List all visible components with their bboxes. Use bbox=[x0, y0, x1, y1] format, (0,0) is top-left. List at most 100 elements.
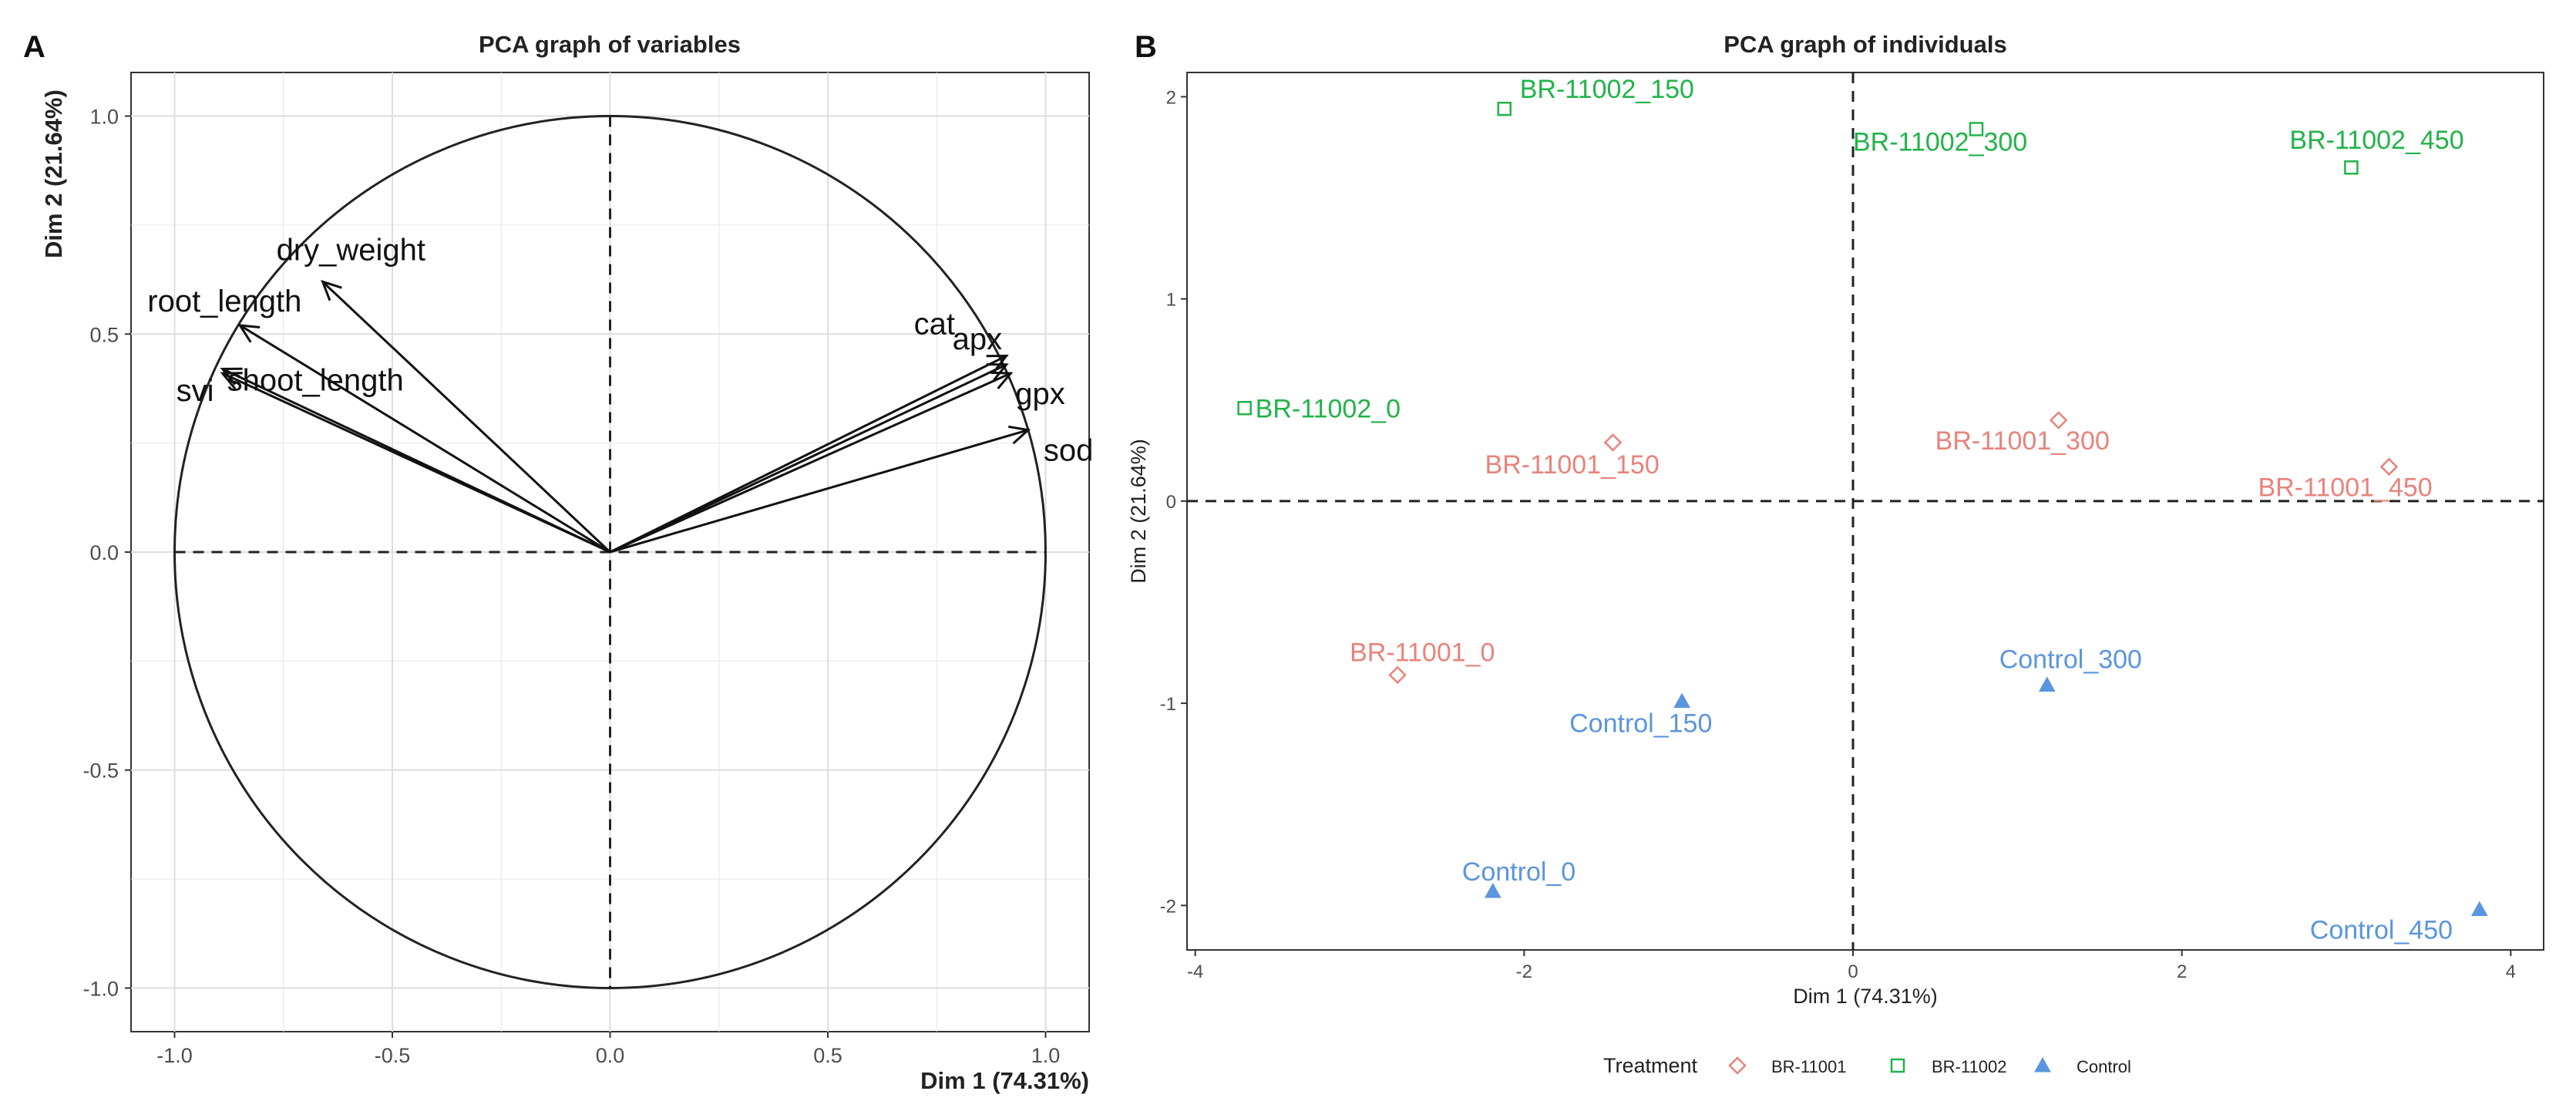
point-marker bbox=[1603, 433, 1623, 452]
point-Control_300 bbox=[2038, 676, 2056, 692]
x-tick-label: -2 bbox=[1516, 962, 1532, 982]
x-tick-label: 4 bbox=[2506, 962, 2516, 982]
unit-circle bbox=[173, 115, 1047, 989]
panel-a-x-axis-label: Dim 1 (74.31%) bbox=[920, 1067, 1089, 1094]
panel-b-x-ticks: -4 -2 0 2 4 bbox=[1187, 950, 2516, 982]
vector-arrowhead bbox=[237, 324, 261, 343]
vector-cat: cat bbox=[609, 308, 1009, 554]
vector-label: root_length bbox=[147, 285, 301, 318]
x-tick-label: 0.5 bbox=[813, 1044, 842, 1067]
vector-arrowhead bbox=[986, 363, 1009, 382]
vector-label: dry_weight bbox=[277, 233, 425, 267]
vector-root_length: root_length bbox=[147, 285, 611, 554]
x-tick-label: 0.0 bbox=[596, 1044, 625, 1067]
panel-a-y-ticks: -1.0 -0.5 0.0 0.5 1.0 bbox=[82, 106, 131, 1000]
panel-b-x-axis-label: Dim 1 (74.31%) bbox=[1793, 985, 1938, 1008]
vector-line bbox=[609, 355, 1007, 554]
point-label: Control_300 bbox=[1999, 645, 2142, 675]
y-tick-label: -2 bbox=[1160, 896, 1176, 917]
vector-arrowhead bbox=[321, 280, 342, 301]
panel-a-label: A bbox=[23, 30, 45, 64]
vector-line bbox=[222, 372, 611, 554]
vector-line bbox=[239, 324, 611, 554]
point-label: BR-11002_0 bbox=[1256, 394, 1401, 423]
y-tick-label: 1 bbox=[1166, 290, 1176, 311]
vector-arrowhead bbox=[220, 372, 243, 390]
point-marker bbox=[2049, 411, 2068, 429]
x-tick-label: 2 bbox=[2177, 962, 2187, 982]
point-marker bbox=[1673, 692, 1690, 708]
vector-line bbox=[610, 429, 1029, 554]
vector-label: cat bbox=[914, 308, 955, 342]
panel-a-correlation-circle bbox=[173, 115, 1047, 989]
legend-title: Treatment bbox=[1603, 1054, 1698, 1077]
point-label: Control_450 bbox=[2310, 916, 2453, 945]
vector-arrowhead bbox=[220, 367, 243, 386]
point-marker bbox=[2379, 457, 2399, 477]
panel-a-title: PCA graph of variables bbox=[479, 31, 741, 58]
point-marker bbox=[1728, 1056, 1747, 1075]
panel-b-title: PCA graph of individuals bbox=[1723, 31, 2006, 58]
point-BR-11001_450 bbox=[2379, 457, 2399, 477]
vector-arrowhead bbox=[1008, 425, 1031, 445]
point-BR-11001_150 bbox=[1603, 433, 1623, 452]
point-BR-11002_150 bbox=[1497, 101, 1512, 116]
legend-entry-BR-11001: BR-11001 bbox=[1728, 1056, 1846, 1076]
panel-b-points bbox=[1237, 101, 2488, 917]
point-label: BR-11001_300 bbox=[1935, 426, 2110, 456]
vector-arrowhead bbox=[986, 355, 1009, 372]
point-marker bbox=[2034, 1056, 2051, 1073]
y-tick-label: -1.0 bbox=[82, 977, 119, 1000]
point-marker bbox=[2344, 160, 2359, 175]
point-marker bbox=[1969, 122, 1984, 136]
y-tick-label: 0.5 bbox=[89, 323, 119, 346]
point-marker bbox=[1388, 665, 1407, 685]
vector-line bbox=[609, 372, 1011, 554]
panel-a-x-ticks: -1.0 -0.5 0.0 0.5 1.0 bbox=[156, 1032, 1060, 1067]
x-tick-label: 0 bbox=[1848, 962, 1858, 982]
vector-apx: apx bbox=[609, 322, 1009, 554]
panel-b-legend: Treatment BR-11001 BR-11002 Control bbox=[1603, 1054, 2131, 1077]
x-tick-label: -0.5 bbox=[375, 1044, 411, 1067]
point-label: BR-11002_150 bbox=[1520, 75, 1694, 104]
y-tick-label: 0 bbox=[1166, 492, 1176, 513]
y-tick-label: 1.0 bbox=[89, 106, 119, 129]
point-label: BR-11002_450 bbox=[2289, 126, 2463, 155]
panel-b-plot-frame bbox=[1186, 72, 2544, 951]
legend-entry-label: BR-11002 bbox=[1932, 1057, 2006, 1076]
point-label: BR-11001_450 bbox=[2258, 473, 2432, 502]
y-tick-label: -0.5 bbox=[82, 759, 119, 783]
point-Control_450 bbox=[2470, 901, 2488, 917]
vector-sod: sod bbox=[610, 425, 1094, 554]
legend-entries: BR-11001 BR-11002 Control bbox=[1728, 1056, 2131, 1076]
legend-entry-label: BR-11001 bbox=[1771, 1057, 1846, 1076]
point-marker bbox=[1484, 882, 1502, 898]
panel-b-label: B bbox=[1135, 30, 1157, 64]
point-label: BR-11001_150 bbox=[1485, 450, 1660, 480]
legend-entry-BR-11002: BR-11002 bbox=[1890, 1057, 2006, 1076]
point-label: Control_150 bbox=[1569, 709, 1712, 738]
point-label: BR-11001_0 bbox=[1350, 638, 1495, 667]
vector-label: sod bbox=[1044, 434, 1094, 468]
panel-b-y-axis-label: Dim 2 (21.64%) bbox=[1127, 439, 1150, 584]
x-tick-label: 1.0 bbox=[1031, 1044, 1061, 1067]
panel-b-y-ticks: -2 -1 0 1 2 bbox=[1160, 87, 1187, 917]
panel-a-variable-vectors: dry_weight root_length shoot_length svi cata… bbox=[147, 233, 1094, 554]
vector-label: apx bbox=[953, 322, 1003, 356]
point-marker bbox=[2038, 676, 2056, 692]
point-marker bbox=[1497, 101, 1512, 116]
point-BR-11002_0 bbox=[1237, 401, 1252, 416]
legend-entry-label: Control bbox=[2077, 1057, 2131, 1076]
y-tick-label: -1 bbox=[1160, 694, 1176, 715]
vector-dry_weight: dry_weight bbox=[277, 233, 611, 554]
point-BR-11002_300 bbox=[1969, 122, 1984, 136]
point-marker bbox=[1237, 401, 1252, 416]
vector-label: shoot_length bbox=[227, 364, 404, 398]
panel-b-point-labels: BR-11002_150 BR-11002_300 BR-11002_450 BR-1… bbox=[1256, 75, 2464, 945]
x-tick-label: -4 bbox=[1187, 962, 1203, 982]
legend-entry-Control: Control bbox=[2034, 1056, 2131, 1076]
vector-svi: svi bbox=[177, 372, 611, 554]
vector-shoot_length: shoot_length bbox=[220, 364, 611, 554]
vector-label: gpx bbox=[1015, 377, 1065, 411]
